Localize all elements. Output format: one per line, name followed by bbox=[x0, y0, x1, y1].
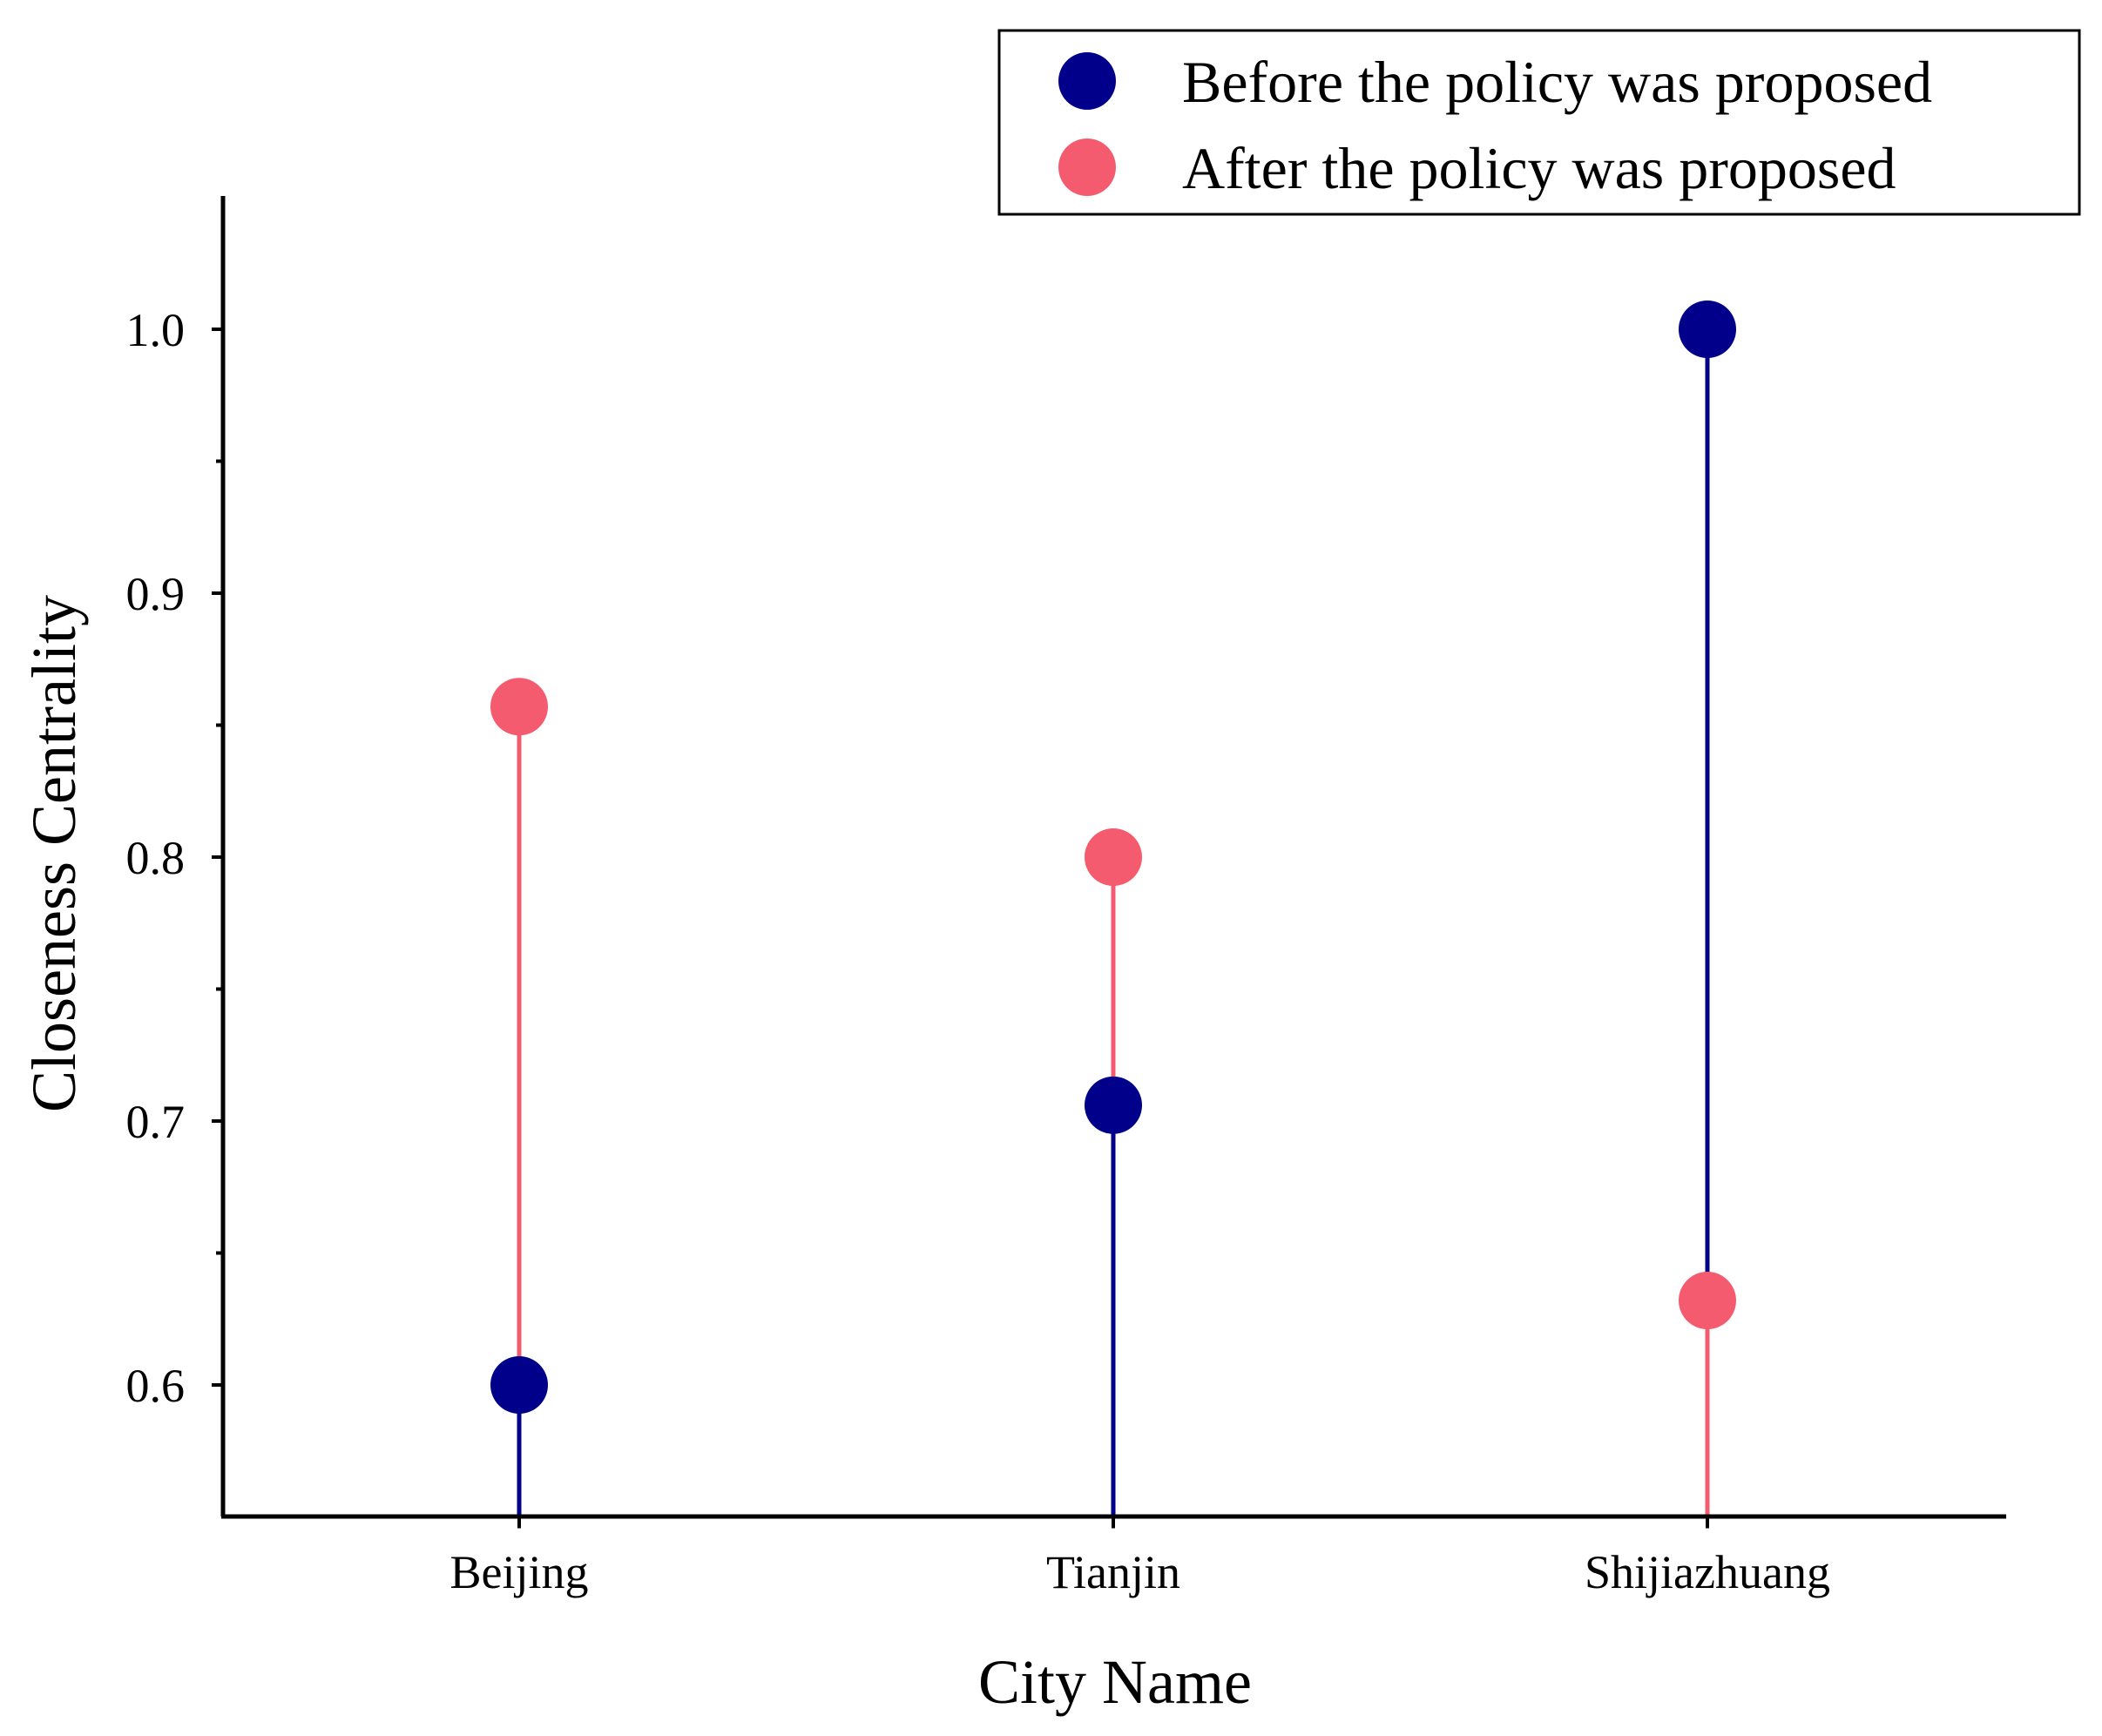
y-tick-label: 0.9 bbox=[126, 568, 186, 620]
y-tick-label: 1.0 bbox=[126, 304, 186, 356]
legend-label-before: Before the policy was proposed bbox=[1182, 49, 1932, 115]
legend-box bbox=[997, 29, 2081, 216]
point-before bbox=[1085, 1076, 1142, 1134]
x-tick-label: Beijing bbox=[450, 1546, 589, 1598]
x-axis-title: City Name bbox=[978, 1647, 1252, 1717]
legend-marker-before bbox=[1058, 52, 1116, 110]
point-before bbox=[1679, 301, 1736, 358]
point-after bbox=[490, 678, 548, 736]
point-before bbox=[490, 1356, 548, 1414]
y-tick-label: 0.6 bbox=[126, 1360, 186, 1412]
y-axis-ticks: 0.6 0.7 0.8 0.9 1.0 bbox=[126, 304, 223, 1412]
point-after bbox=[1085, 828, 1142, 886]
x-tick-label: Shijiazhuang bbox=[1585, 1546, 1830, 1598]
lollipop-stems bbox=[517, 329, 1710, 1517]
y-tick-label: 0.7 bbox=[126, 1096, 186, 1148]
y-tick-label: 0.8 bbox=[126, 832, 186, 884]
y-axis-title: Closeness Centrality bbox=[19, 595, 89, 1112]
x-tick-label: Tianjin bbox=[1046, 1546, 1180, 1598]
legend-marker-after bbox=[1058, 138, 1116, 196]
data-points bbox=[490, 301, 1736, 1414]
x-axis-ticks: Beijing Tianjin Shijiazhuang bbox=[450, 1516, 1830, 1598]
point-after bbox=[1679, 1272, 1736, 1330]
legend-label-after: After the policy was proposed bbox=[1182, 135, 1896, 201]
legend: Before the policy was proposed After the… bbox=[997, 29, 2081, 216]
